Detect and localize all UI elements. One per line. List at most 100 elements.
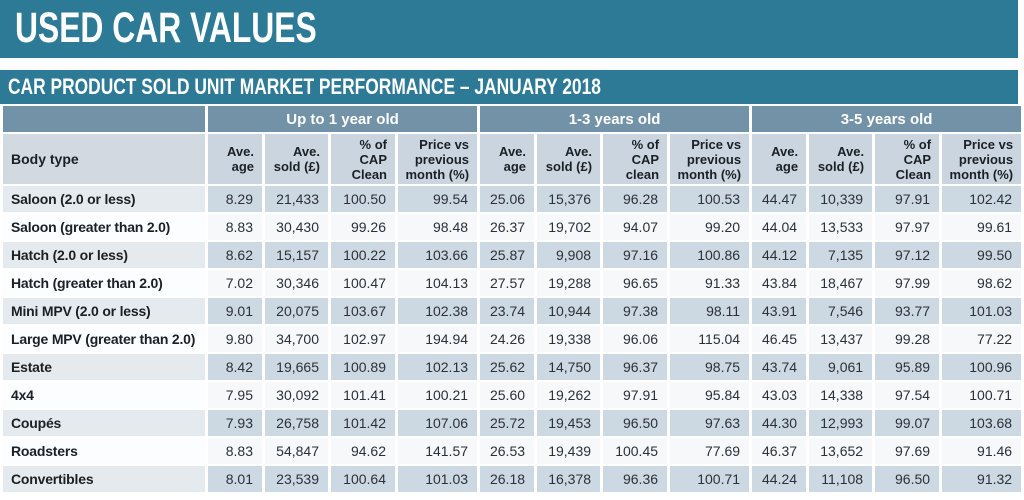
value-cell: 34,700: [265, 326, 328, 352]
value-cell: 43.84: [752, 270, 807, 296]
body-type-cell: Estate: [3, 354, 205, 380]
value-cell: 15,376: [537, 186, 601, 212]
value-cell: 95.84: [670, 382, 750, 408]
value-cell: 94.07: [603, 214, 668, 240]
value-cell: 19,702: [537, 214, 601, 240]
value-cell: 107.06: [398, 410, 478, 436]
col-header-cap-clean-1: % of CAP Clean: [331, 134, 395, 184]
table-row: Large MPV (greater than 2.0) 9.80 34,700 10…: [3, 326, 1022, 352]
value-cell: 100.50: [331, 186, 395, 212]
table-title: CAR PRODUCT SOLD UNIT MARKET PERFORMANCE…: [8, 74, 601, 99]
value-cell: 103.68: [942, 410, 1022, 436]
value-cell: 97.63: [670, 410, 750, 436]
value-cell: 14,338: [809, 382, 873, 408]
value-cell: 24.26: [480, 326, 535, 352]
value-cell: 97.91: [603, 382, 668, 408]
value-cell: 25.06: [480, 186, 535, 212]
value-cell: 97.69: [875, 438, 940, 464]
value-cell: 7.93: [208, 410, 262, 436]
value-cell: 97.38: [603, 298, 668, 324]
value-cell: 96.06: [603, 326, 668, 352]
body-type-cell: Saloon (2.0 or less): [3, 186, 205, 212]
value-cell: 44.24: [752, 466, 807, 492]
body-type-cell: Hatch (2.0 or less): [3, 242, 205, 268]
value-cell: 100.22: [331, 242, 395, 268]
value-cell: 30,346: [265, 270, 328, 296]
value-cell: 97.97: [875, 214, 940, 240]
value-cell: 9,908: [537, 242, 601, 268]
value-cell: 54,847: [265, 438, 328, 464]
value-cell: 25.60: [480, 382, 535, 408]
page-title: USED CAR VALUES: [15, 3, 317, 52]
col-header-price-vs-3: Price vs previous month (%): [942, 134, 1022, 184]
value-cell: 91.46: [942, 438, 1022, 464]
value-cell: 16,378: [537, 466, 601, 492]
value-cell: 12,993: [809, 410, 873, 436]
value-cell: 98.48: [398, 214, 478, 240]
value-cell: 97.16: [603, 242, 668, 268]
value-cell: 99.20: [670, 214, 750, 240]
value-cell: 91.33: [670, 270, 750, 296]
value-cell: 100.53: [670, 186, 750, 212]
value-cell: 26,758: [265, 410, 328, 436]
value-cell: 10,944: [537, 298, 601, 324]
value-cell: 44.04: [752, 214, 807, 240]
col-header-ave-age-3: Ave. age: [752, 134, 807, 184]
value-cell: 96.65: [603, 270, 668, 296]
value-cell: 8.83: [208, 438, 262, 464]
col-header-ave-sold-1: Ave. sold (£): [265, 134, 328, 184]
value-cell: 98.75: [670, 354, 750, 380]
used-car-values-table: Up to 1 year old 1-3 years old 3-5 years…: [0, 104, 1024, 494]
value-cell: 43.74: [752, 354, 807, 380]
value-cell: 25.62: [480, 354, 535, 380]
value-cell: 9.80: [208, 326, 262, 352]
value-cell: 100.96: [942, 354, 1022, 380]
value-cell: 104.13: [398, 270, 478, 296]
value-cell: 99.26: [331, 214, 395, 240]
value-cell: 97.91: [875, 186, 940, 212]
value-cell: 97.99: [875, 270, 940, 296]
value-cell: 96.37: [603, 354, 668, 380]
value-cell: 100.47: [331, 270, 395, 296]
table-row: Convertibles 8.01 23,539 100.64 101.03 26.18 1…: [3, 466, 1022, 492]
value-cell: 96.50: [875, 466, 940, 492]
value-cell: 100.21: [398, 382, 478, 408]
value-cell: 101.42: [331, 410, 395, 436]
table-row: Saloon (2.0 or less) 8.29 21,433 100.50 99.5…: [3, 186, 1022, 212]
value-cell: 9.01: [208, 298, 262, 324]
value-cell: 100.71: [942, 382, 1022, 408]
band-divider: [0, 58, 1024, 70]
value-cell: 99.07: [875, 410, 940, 436]
col-header-ave-sold-2: Ave. sold (£): [537, 134, 601, 184]
value-cell: 103.67: [331, 298, 395, 324]
value-cell: 103.66: [398, 242, 478, 268]
body-type-cell: 4x4: [3, 382, 205, 408]
value-cell: 100.64: [331, 466, 395, 492]
value-cell: 101.03: [942, 298, 1022, 324]
table-row: Saloon (greater than 2.0) 8.83 30,430 99.26…: [3, 214, 1022, 240]
value-cell: 26.37: [480, 214, 535, 240]
group-header-up-to-1-year: Up to 1 year old: [208, 106, 478, 132]
group-header-1-3-years: 1-3 years old: [480, 106, 750, 132]
table-row: 4x4 7.95 30,092 101.41 100.21 25.60 19,262 97.9…: [3, 382, 1022, 408]
value-cell: 25.72: [480, 410, 535, 436]
value-cell: 27.57: [480, 270, 535, 296]
body-type-cell: Coupés: [3, 410, 205, 436]
column-header-row: Body type Ave. age Ave. sold (£) % of CA…: [3, 134, 1022, 184]
value-cell: 9,061: [809, 354, 873, 380]
value-cell: 77.22: [942, 326, 1022, 352]
value-cell: 30,092: [265, 382, 328, 408]
value-cell: 99.61: [942, 214, 1022, 240]
value-cell: 102.97: [331, 326, 395, 352]
col-header-ave-age-2: Ave. age: [480, 134, 535, 184]
table-row: Estate 8.42 19,665 100.89 102.13 25.62 14,750 9…: [3, 354, 1022, 380]
value-cell: 46.37: [752, 438, 807, 464]
value-cell: 20,075: [265, 298, 328, 324]
col-header-price-vs-2: Price vs previous month (%): [670, 134, 750, 184]
value-cell: 91.32: [942, 466, 1022, 492]
value-cell: 8.62: [208, 242, 262, 268]
value-cell: 44.12: [752, 242, 807, 268]
value-cell: 98.62: [942, 270, 1022, 296]
value-cell: 97.54: [875, 382, 940, 408]
body-type-cell: Convertibles: [3, 466, 205, 492]
